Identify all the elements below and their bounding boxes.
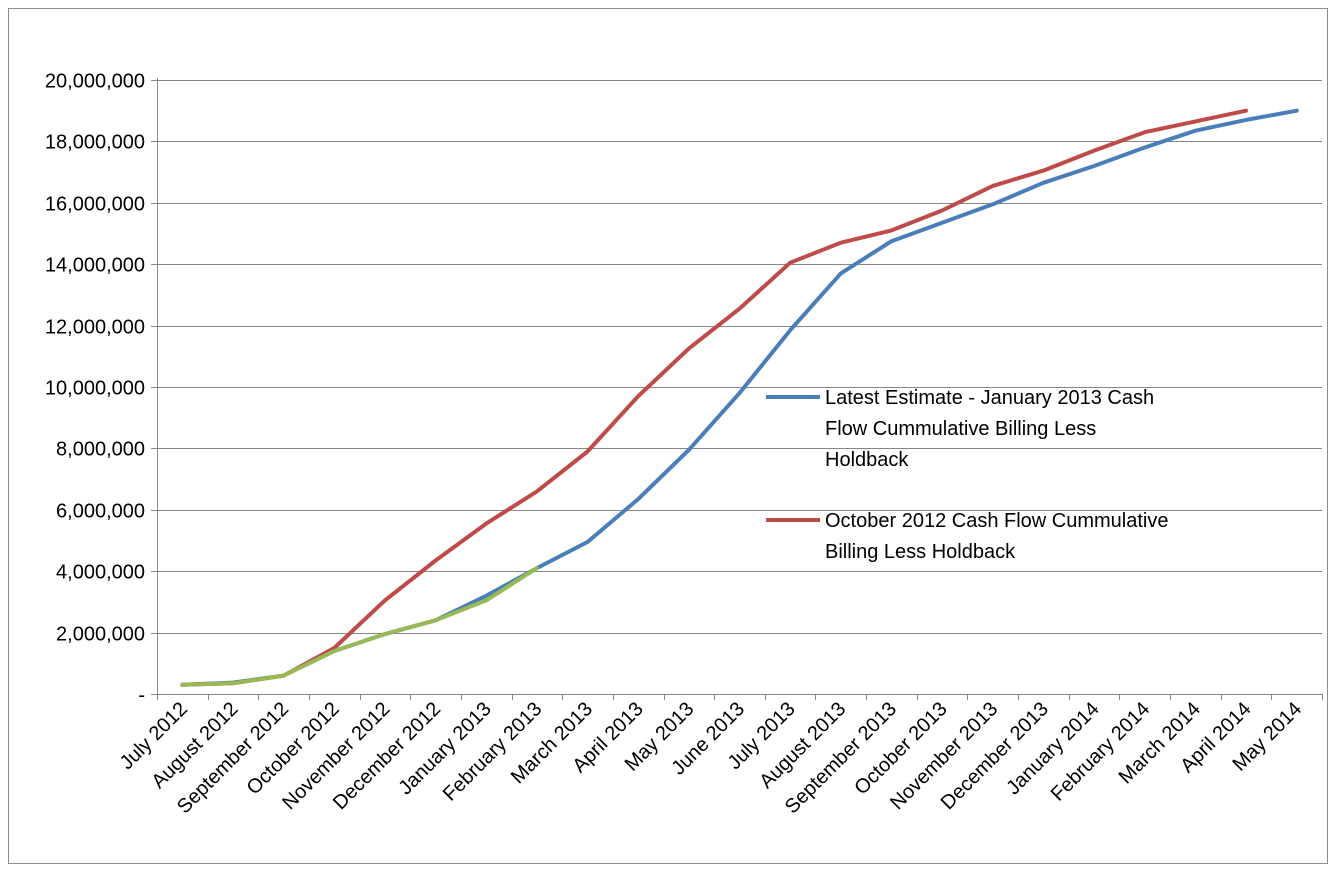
data-point — [1244, 118, 1248, 122]
data-point — [1092, 149, 1096, 153]
gridlines — [157, 80, 1322, 634]
data-point — [890, 239, 894, 243]
data-point — [1143, 130, 1147, 134]
data-point — [434, 559, 438, 563]
data-point — [839, 271, 843, 275]
y-tick-label: 18,000,000 — [45, 132, 145, 154]
data-point — [535, 489, 539, 493]
data-point — [991, 202, 995, 206]
y-tick-label: 14,000,000 — [45, 255, 145, 277]
data-point — [738, 391, 742, 395]
legend: Latest Estimate - January 2013 Cash Flow … — [766, 387, 1168, 563]
data-point — [586, 540, 590, 544]
data-point — [434, 618, 438, 622]
data-point — [940, 209, 944, 213]
data-point — [1193, 129, 1197, 133]
y-tick-label: 8,000,000 — [56, 439, 145, 461]
data-point — [940, 221, 944, 225]
y-tick-label: 6,000,000 — [56, 501, 145, 523]
y-axis-tick-labels: - 2,000,000 4,000,000 6,000,000 8,000,000 10,… — [45, 71, 145, 707]
data-point — [788, 328, 792, 332]
data-point — [1244, 109, 1248, 113]
data-point — [1295, 109, 1299, 113]
data-point — [332, 649, 336, 653]
data-point — [484, 598, 488, 602]
data-point — [180, 683, 184, 687]
data-point — [738, 307, 742, 311]
data-point — [788, 261, 792, 265]
y-tick-label: - — [138, 685, 145, 707]
data-point — [231, 681, 235, 685]
series-line-3 — [180, 566, 539, 687]
legend-label-2: October 2012 Cash Flow Cummulative Billin… — [825, 510, 1168, 563]
data-point — [687, 448, 691, 452]
data-point — [1092, 164, 1096, 168]
series-line-2 — [180, 108, 1248, 687]
chart-frame — [8, 8, 1328, 864]
data-point — [839, 241, 843, 245]
data-point — [636, 497, 640, 501]
data-point — [1193, 119, 1197, 123]
data-point — [484, 522, 488, 526]
axes — [151, 78, 1323, 700]
series-lines — [180, 108, 1299, 687]
legend-label-1: Latest Estimate - January 2013 Cash Flow … — [825, 387, 1154, 471]
data-point — [586, 450, 590, 454]
y-tick-label: 16,000,000 — [45, 194, 145, 216]
y-tick-label: 20,000,000 — [45, 71, 145, 93]
y-tick-label: 10,000,000 — [45, 378, 145, 400]
data-point — [636, 394, 640, 398]
data-point — [890, 228, 894, 232]
data-point — [1041, 181, 1045, 185]
y-tick-label: 2,000,000 — [56, 624, 145, 646]
data-point — [687, 347, 691, 351]
y-tick-label: 4,000,000 — [56, 562, 145, 584]
data-point — [1143, 146, 1147, 150]
data-point — [383, 632, 387, 636]
data-point — [1041, 169, 1045, 173]
data-point — [383, 598, 387, 602]
data-point — [535, 566, 539, 570]
data-point — [282, 674, 286, 678]
data-point — [991, 184, 995, 188]
y-tick-label: 12,000,000 — [45, 317, 145, 339]
